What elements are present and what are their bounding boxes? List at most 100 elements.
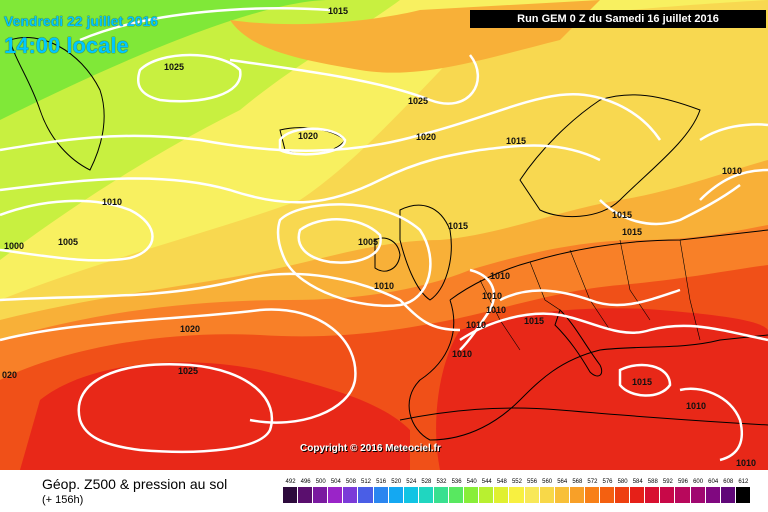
isobar-1015-mid xyxy=(0,144,601,204)
isobar-label: 1020 xyxy=(180,324,200,334)
isobar-1025-mid xyxy=(229,54,480,105)
scale-tick-label: 604 xyxy=(708,479,719,485)
isobar-label: 1010 xyxy=(486,305,506,315)
isobar-label: 1010 xyxy=(736,458,756,468)
scale-tick-label: 504 xyxy=(330,479,341,485)
ireland-coast xyxy=(374,237,401,272)
isobars xyxy=(0,7,768,462)
isobar-1025-oval xyxy=(77,363,273,454)
scale-swatch xyxy=(464,487,480,503)
isobar-label: 1010 xyxy=(374,281,394,291)
scale-swatch xyxy=(630,487,646,503)
scale-tick-label: 540 xyxy=(466,479,477,485)
run-info-banner: Run GEM 0 Z du Samedi 16 juillet 2016 xyxy=(470,10,766,28)
scale-tick-label: 492 xyxy=(285,479,296,485)
scale-tick-label: 548 xyxy=(496,479,507,485)
scale-swatch xyxy=(584,487,600,503)
scale-swatch xyxy=(373,487,389,503)
legend-title: Géop. Z500 & pression au sol xyxy=(42,476,228,492)
isobar-label: 1010 xyxy=(452,349,472,359)
isobar-labels: 1015 1025 1025 1020 1020 1015 1010 1010 … xyxy=(2,6,756,468)
scale-tick-label: 496 xyxy=(300,479,311,485)
isobar-1010-coast xyxy=(459,268,496,351)
isobar-label: 1005 xyxy=(358,237,378,247)
scale-tick-label: 528 xyxy=(421,479,432,485)
color-scale: 492 496 500 504 508 512 516 520 524 528 532 536 540 5… xyxy=(283,479,751,503)
scale-swatch xyxy=(403,487,419,503)
scale-tick-label: 584 xyxy=(632,479,643,485)
isobar-label: 1010 xyxy=(102,197,122,207)
scale-tick-label: 564 xyxy=(557,479,568,485)
continent-coast xyxy=(408,229,768,441)
scale-tick-label: 520 xyxy=(391,479,402,485)
color-scale-ticks: 492 496 500 504 508 512 516 520 524 528 532 536 540 5… xyxy=(283,479,751,485)
north-africa-coast xyxy=(399,407,768,426)
scale-swatch xyxy=(554,487,570,503)
isobar-1005-ring xyxy=(297,218,382,264)
scale-swatch xyxy=(343,487,359,503)
isobar-1015-ring-east xyxy=(618,363,672,397)
scale-tick-label: 556 xyxy=(527,479,538,485)
isobar-1010-ne xyxy=(699,123,768,201)
britain-coast xyxy=(399,204,452,301)
scale-swatch xyxy=(660,487,676,503)
scale-tick-label: 568 xyxy=(572,479,583,485)
isobar-label: 1010 xyxy=(466,320,486,330)
scale-tick-label: 608 xyxy=(723,479,734,485)
scale-tick-label: 532 xyxy=(436,479,447,485)
scale-tick-label: 560 xyxy=(542,479,553,485)
scale-swatch xyxy=(539,487,555,503)
scale-swatch xyxy=(328,487,344,503)
scale-swatch xyxy=(418,487,434,503)
isobar-label: 1015 xyxy=(448,221,468,231)
scale-tick-label: 576 xyxy=(602,479,613,485)
scale-swatch xyxy=(615,487,631,503)
isobar-label: 1015 xyxy=(328,6,348,16)
isobar-1015-ne xyxy=(599,183,741,226)
scale-tick-label: 516 xyxy=(376,479,387,485)
scale-tick-label: 572 xyxy=(587,479,598,485)
isobar-label: 1015 xyxy=(524,316,544,326)
scale-tick-label: 544 xyxy=(481,479,492,485)
isobar-label: 1025 xyxy=(178,366,198,376)
scale-swatch xyxy=(705,487,721,503)
forecast-local-time: 14:00 locale xyxy=(4,33,129,58)
scale-tick-label: 580 xyxy=(617,479,628,485)
scale-swatch xyxy=(569,487,585,503)
scale-swatch xyxy=(479,487,495,503)
weather-map: 1015 1025 1025 1020 1020 1015 1010 1010 … xyxy=(0,0,768,470)
scale-swatch xyxy=(283,487,299,503)
greenland-coast xyxy=(9,36,105,171)
legend-forecast-hour: (+ 156h) xyxy=(42,494,84,506)
isobar-label: 1010 xyxy=(482,291,502,301)
scale-tick-label: 552 xyxy=(511,479,522,485)
scale-tick-label: 600 xyxy=(693,479,704,485)
isobar-label: 1010 xyxy=(686,401,706,411)
scale-swatch xyxy=(313,487,329,503)
isobar-label: 1025 xyxy=(164,62,184,72)
italy-coast xyxy=(554,309,603,377)
scale-swatch xyxy=(645,487,661,503)
isobar-label: 1015 xyxy=(632,377,652,387)
isobar-label: 1005 xyxy=(58,237,78,247)
scale-tick-label: 592 xyxy=(662,479,673,485)
isobar-1010-left xyxy=(0,199,154,262)
forecast-date: Vendredi 22 juillet 2016 xyxy=(4,13,159,29)
isobar-1015-long xyxy=(0,272,461,332)
scale-swatch xyxy=(358,487,374,503)
isobar-1020-ring xyxy=(278,127,347,156)
scale-swatch xyxy=(599,487,616,503)
isobar-1020-low xyxy=(0,308,357,424)
isobar-1010-ring xyxy=(276,203,432,307)
isobar-label: 1025 xyxy=(408,96,428,106)
isobar-label: 1015 xyxy=(622,227,642,237)
band-red xyxy=(20,362,410,470)
isobar-1015-top xyxy=(79,7,331,42)
isobar-label: 020 xyxy=(2,370,17,380)
scale-swatch xyxy=(735,487,751,503)
isobar-label: 1015 xyxy=(506,136,526,146)
scale-tick-label: 500 xyxy=(315,479,326,485)
scale-swatch xyxy=(388,487,404,503)
copyright-text: Copyright © 2016 Meteociel.fr xyxy=(300,443,441,454)
